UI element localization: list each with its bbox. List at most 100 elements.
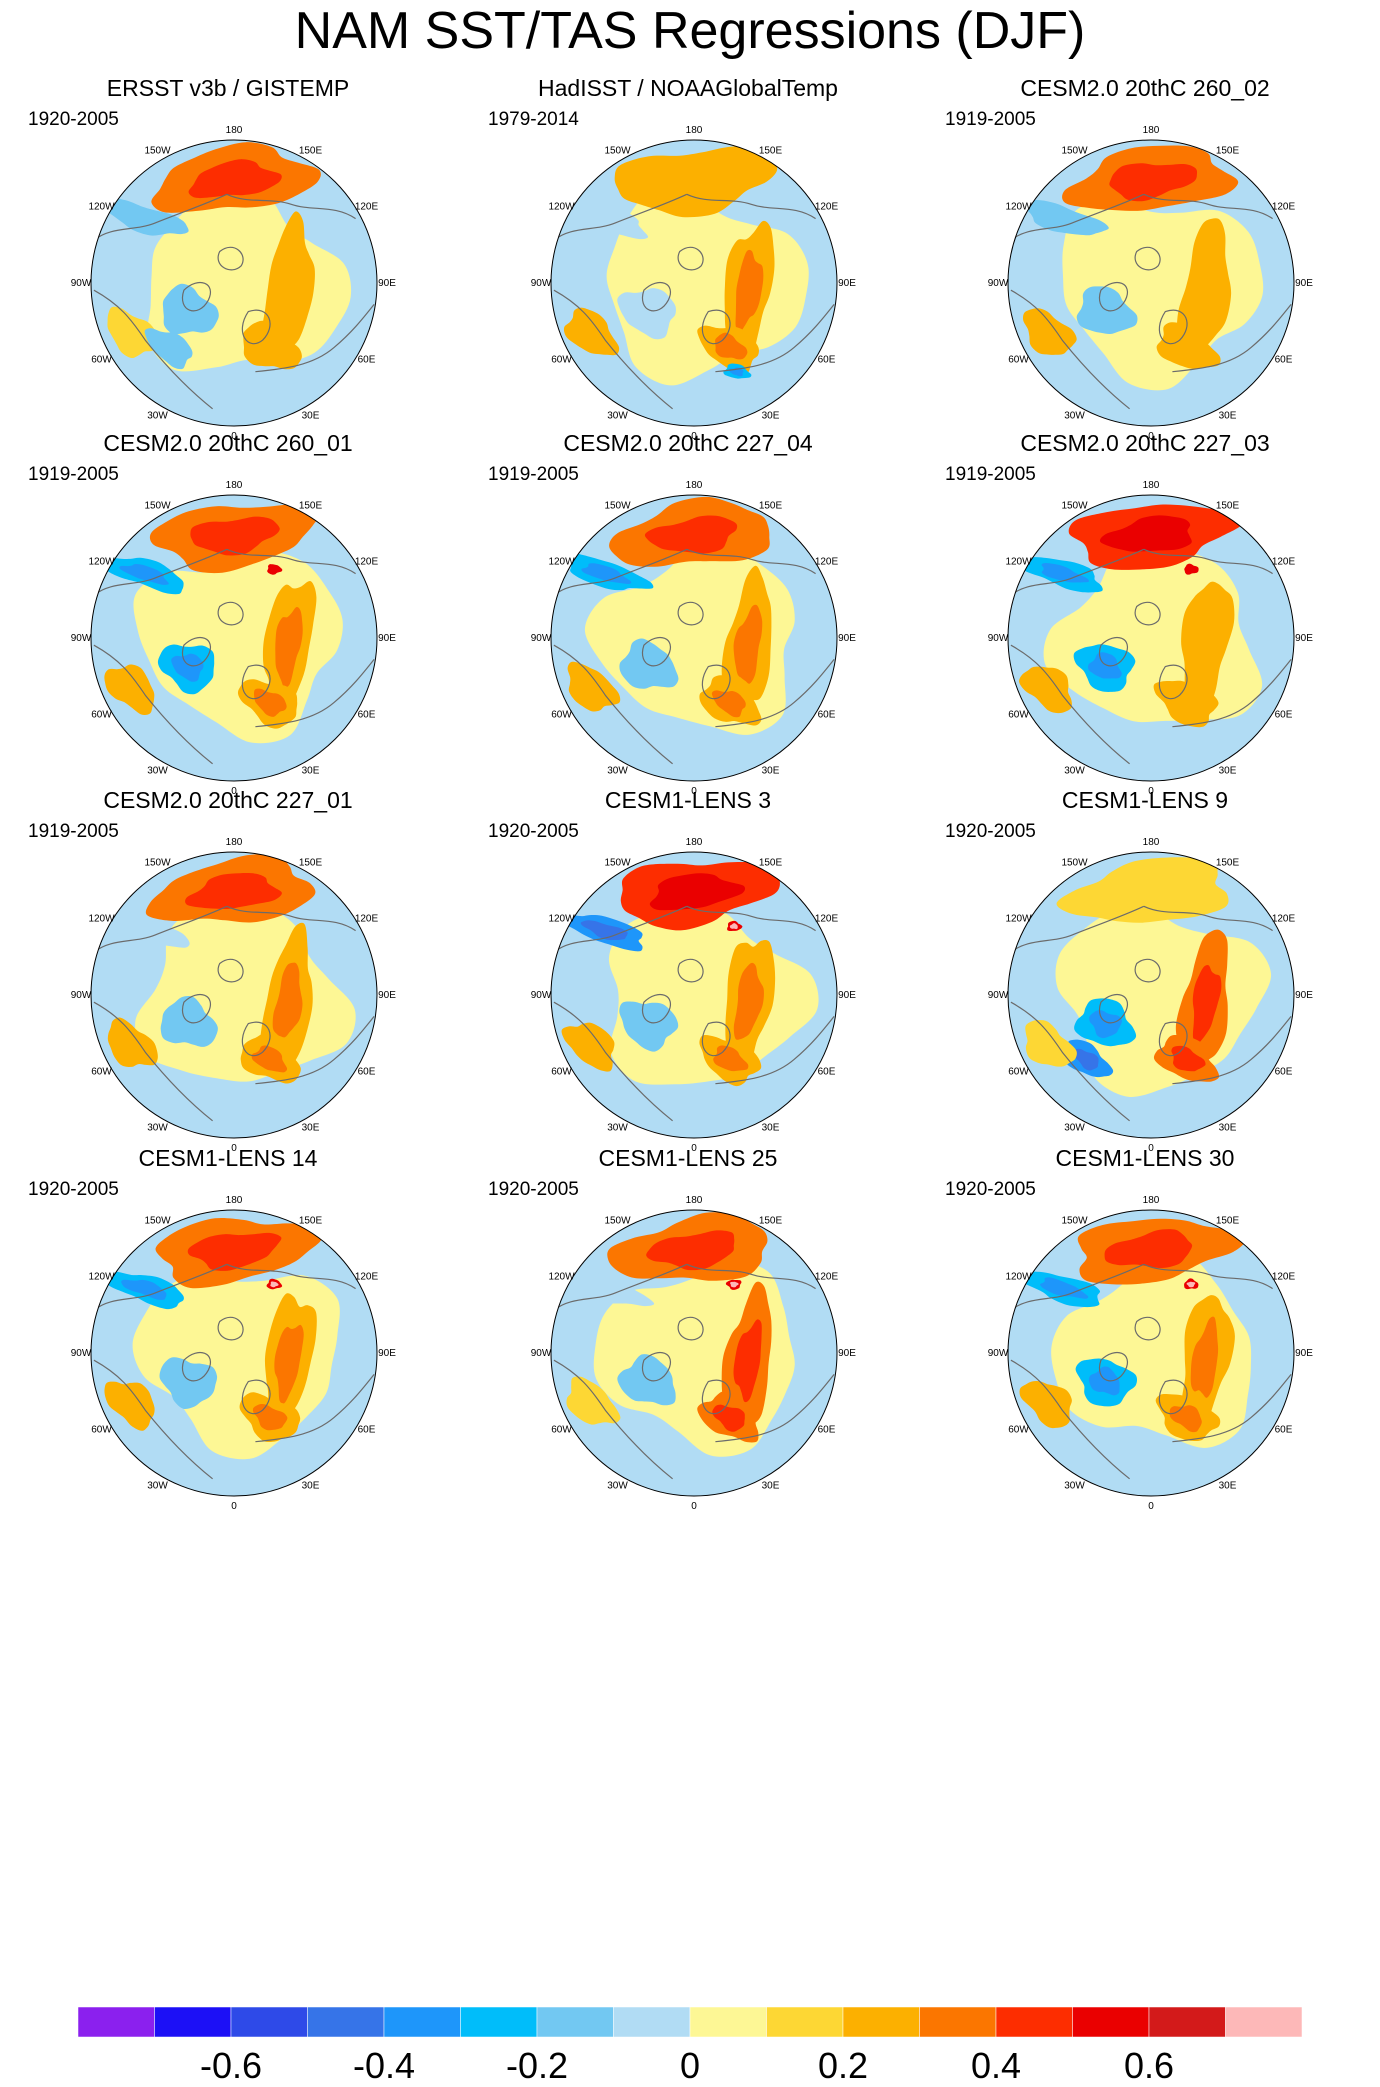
longitude-label: 60W <box>551 1425 572 1436</box>
longitude-label: 30E <box>1219 766 1237 777</box>
longitude-label: 90W <box>531 278 552 289</box>
longitude-label: 30E <box>1219 1123 1237 1134</box>
panel-title: CESM1-LENS 14 <box>138 1145 318 1171</box>
coastline <box>93 289 213 410</box>
coastline <box>93 1001 213 1122</box>
panel-period: 1919-2005 <box>28 821 119 842</box>
map-boundary <box>90 1209 378 1497</box>
longitude-label: 120W <box>1005 1272 1032 1283</box>
anomaly-core <box>270 566 279 573</box>
panel-title: CESM2.0 20thC 227_03 <box>1020 430 1270 456</box>
anomaly-core <box>251 1045 288 1073</box>
anomaly-core <box>1192 965 1222 1045</box>
coastline <box>1143 548 1273 575</box>
anomaly-region <box>617 288 676 340</box>
longitude-label: 150W <box>1061 858 1088 869</box>
panel-period: 1920-2005 <box>28 1179 119 1200</box>
longitude-label: 30W <box>147 411 168 422</box>
longitude-label: 60W <box>1008 355 1029 366</box>
longitude-label: 180 <box>226 125 243 136</box>
longitude-label: 150W <box>1061 146 1088 157</box>
panel-title: CESM2.0 20thC 260_01 <box>103 430 353 456</box>
longitude-label: 60E <box>818 710 836 721</box>
longitude-label: 120E <box>1272 1272 1296 1283</box>
longitude-label: 30W <box>1064 1123 1085 1134</box>
longitude-label: 150W <box>144 1216 171 1227</box>
coastline <box>93 548 228 596</box>
longitude-label: 30E <box>762 411 780 422</box>
longitude-label: 30W <box>607 411 628 422</box>
anomaly-core <box>1088 1366 1120 1396</box>
longitude-label: 60W <box>551 710 572 721</box>
coastline <box>1098 1351 1128 1382</box>
coastline <box>1143 905 1273 932</box>
anomaly-region <box>1181 581 1235 718</box>
longitude-label: 60E <box>818 1425 836 1436</box>
figure-title: NAM SST/TAS Regressions (DJF) <box>294 2 1086 60</box>
map-panel: CESM1-LENS 9 1920-2005 180 150E 120E 90E 60E 30… <box>917 782 1373 1252</box>
longitude-label: 60E <box>358 355 376 366</box>
coastline <box>715 659 835 728</box>
coastline <box>1010 1001 1130 1122</box>
panel-period: 1920-2005 <box>28 109 119 130</box>
longitude-label: 30W <box>607 1123 628 1134</box>
longitude-label: 30E <box>762 1123 780 1134</box>
panel-title: CESM2.0 20thC 227_04 <box>563 430 813 456</box>
coastline <box>217 958 244 983</box>
polar-map: 180 150E 120E 90E 60E 30E 0 30W 60W 90W 120W 150W <box>531 125 857 442</box>
longitude-label: 90E <box>1295 1348 1313 1359</box>
longitude-label: 120W <box>548 557 575 568</box>
longitude-label: 60E <box>1275 710 1293 721</box>
longitude-label: 90W <box>988 633 1009 644</box>
longitude-label: 120W <box>1005 914 1032 925</box>
longitude-label: 120W <box>548 914 575 925</box>
coastline <box>553 289 673 410</box>
coastline <box>1158 1379 1188 1415</box>
longitude-label: 0 <box>691 1143 697 1154</box>
coastline <box>93 1263 228 1311</box>
anomaly-core <box>1190 1316 1219 1398</box>
map-panel: CESM2.0 20thC 260_02 1919-2005 180 150E 120E… <box>917 70 1373 540</box>
longitude-label: 90W <box>71 633 92 644</box>
coastline <box>181 993 211 1024</box>
coastline <box>1010 193 1145 241</box>
longitude-label: 150E <box>759 858 783 869</box>
coastline <box>701 1379 731 1415</box>
anomaly-core <box>1109 163 1198 202</box>
anomaly-region <box>162 283 219 335</box>
longitude-label: 60E <box>358 1067 376 1078</box>
coastline <box>1158 664 1188 700</box>
longitude-label: 90W <box>531 990 552 1001</box>
coastline <box>715 304 835 373</box>
longitude-label: 120E <box>815 914 839 925</box>
longitude-label: 30W <box>607 1481 628 1492</box>
anomaly-region <box>1156 322 1221 369</box>
map-boundary <box>90 494 378 782</box>
coastline <box>686 1263 816 1290</box>
panel-title: CESM1-LENS 25 <box>598 1145 778 1171</box>
anomaly-region <box>1023 308 1077 355</box>
longitude-label: 60W <box>1008 710 1029 721</box>
longitude-label: 60E <box>1275 355 1293 366</box>
polar-map: 180 150E 120E 90E 60E 30E 0 30W 60W 90W 120W 150W <box>71 125 397 442</box>
map-panel: CESM2.0 20thC 260_01 1919-2005 180 150E 120E… <box>0 425 456 895</box>
anomaly-core <box>1073 1048 1099 1071</box>
longitude-label: 60W <box>1008 1067 1029 1078</box>
anomaly-core <box>729 923 738 930</box>
coastline <box>677 246 704 271</box>
longitude-label: 150W <box>604 146 631 157</box>
map-boundary <box>550 851 838 1139</box>
longitude-label: 0 <box>1148 1501 1154 1512</box>
longitude-label: 180 <box>686 125 703 136</box>
longitude-label: 30E <box>762 1481 780 1492</box>
anomaly-core <box>185 873 282 910</box>
coastline <box>677 1316 704 1341</box>
longitude-label: 60W <box>91 710 112 721</box>
polar-map: 180 150E 120E 90E 60E 30E 0 30W 60W 90W 120W 150W <box>988 1195 1314 1512</box>
coastline <box>1158 309 1188 345</box>
map-panel: CESM1-LENS 30 1920-2005 180 150E 120E 90E 60E 3… <box>917 1140 1373 1610</box>
anomaly-core <box>119 563 169 585</box>
anomaly-core <box>1186 1281 1196 1288</box>
panel-period: 1919-2005 <box>28 464 119 485</box>
coastline <box>1172 304 1292 373</box>
